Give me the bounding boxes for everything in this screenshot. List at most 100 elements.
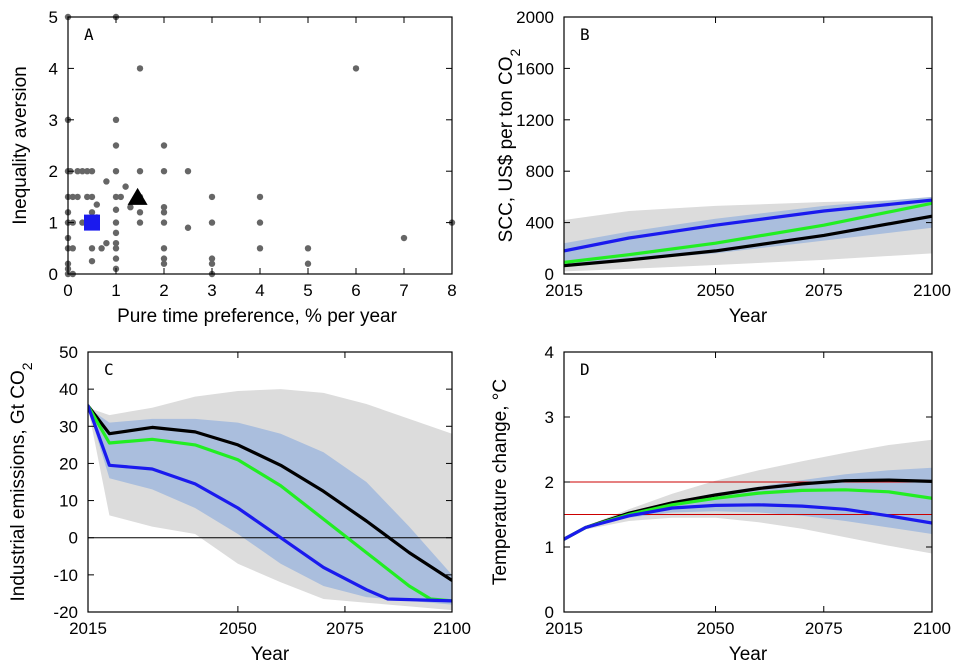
data-point bbox=[84, 193, 91, 201]
data-point bbox=[112, 219, 120, 226]
data-point bbox=[69, 245, 77, 252]
x-axis-label: Year bbox=[729, 644, 768, 665]
x-tick-label: 2015 bbox=[69, 619, 107, 638]
data-point bbox=[88, 245, 96, 252]
data-point bbox=[69, 193, 77, 201]
data-point bbox=[88, 257, 96, 265]
y-axis-label: SCC, US$ per ton CO2 bbox=[496, 48, 523, 242]
data-point bbox=[208, 260, 216, 267]
y-tick-label: 4 bbox=[49, 59, 58, 78]
data-point bbox=[122, 183, 129, 190]
y-tick-label: 2 bbox=[545, 473, 554, 492]
series-line-black bbox=[88, 404, 452, 583]
x-tick-label: 7 bbox=[399, 281, 408, 300]
data-point bbox=[117, 193, 125, 201]
x-tick-label: 2 bbox=[159, 281, 168, 300]
data-point bbox=[112, 193, 120, 201]
x-tick-label: 2050 bbox=[697, 281, 735, 300]
data-point bbox=[160, 209, 168, 216]
y-tick-label: 0 bbox=[545, 265, 554, 284]
plot-area bbox=[564, 196, 932, 272]
x-tick-label: 1 bbox=[111, 281, 120, 300]
data-point bbox=[136, 65, 144, 72]
data-point bbox=[136, 168, 144, 175]
y-tick-label: 3 bbox=[49, 111, 58, 130]
x-axis-label: Year bbox=[729, 306, 768, 327]
x-tick-label: 2075 bbox=[805, 281, 843, 300]
data-point bbox=[160, 245, 168, 252]
data-point bbox=[160, 203, 168, 211]
x-tick-label: 0 bbox=[63, 281, 72, 300]
panel-label: C bbox=[104, 360, 114, 379]
data-point bbox=[103, 178, 110, 185]
y-tick-label: 1600 bbox=[516, 59, 554, 78]
plot-area bbox=[564, 439, 932, 554]
x-tick-label: 8 bbox=[447, 281, 456, 300]
y-tick-label: 0 bbox=[545, 603, 554, 622]
data-point bbox=[112, 239, 120, 247]
x-axis-label: Year bbox=[251, 644, 290, 665]
square-marker bbox=[84, 214, 100, 231]
data-point bbox=[160, 168, 168, 175]
x-tick-label: 6 bbox=[351, 281, 360, 300]
data-point bbox=[184, 224, 192, 231]
data-point bbox=[160, 142, 168, 149]
data-point bbox=[74, 193, 81, 201]
data-point bbox=[112, 245, 120, 252]
y-tick-label: 0 bbox=[49, 265, 58, 284]
x-tick-label: 4 bbox=[255, 281, 264, 300]
y-tick-label: 4 bbox=[545, 343, 554, 362]
series-line-black bbox=[564, 214, 932, 268]
data-point bbox=[136, 219, 144, 226]
panel-b: 2015 2050 2075 2100 0 400 800 1200 1600 2000 B Year… bbox=[496, 8, 951, 327]
y-tick-label: 1 bbox=[49, 214, 58, 233]
panel-a: 0 1 2 3 4 5 6 7 8 0 1 2 3 4 5 A Pure time preference, % … bbox=[10, 8, 457, 327]
y-tick-label: 0 bbox=[69, 529, 78, 548]
data-point bbox=[256, 219, 264, 226]
panel-label: D bbox=[580, 360, 590, 379]
y-tick-label: 10 bbox=[59, 492, 78, 511]
y-axis-label: Inequality aversion bbox=[10, 66, 31, 224]
series-line-blue bbox=[564, 503, 932, 541]
data-point bbox=[112, 206, 120, 213]
data-point bbox=[304, 260, 312, 267]
y-tick-label: 30 bbox=[59, 417, 78, 436]
x-tick-label: 2100 bbox=[433, 619, 471, 638]
data-point bbox=[88, 168, 96, 175]
panel-d: 2015 2050 2075 2100 0 1 2 3 4 D Year Temperature ch… bbox=[490, 343, 951, 665]
data-point bbox=[160, 255, 168, 262]
uncertainty-band-blue bbox=[88, 407, 452, 605]
data-point bbox=[208, 255, 216, 262]
data-point bbox=[98, 245, 105, 252]
data-point bbox=[79, 168, 86, 175]
y-tick-label: 3 bbox=[545, 408, 554, 427]
plot-frame bbox=[563, 16, 933, 275]
plot-frame bbox=[87, 351, 453, 613]
x-tick-label: 2100 bbox=[913, 281, 951, 300]
y-tick-label: -10 bbox=[53, 566, 78, 585]
data-point bbox=[112, 168, 120, 175]
y-tick-label: 50 bbox=[59, 343, 78, 362]
data-point bbox=[88, 193, 96, 201]
x-tick-label: 2015 bbox=[545, 281, 583, 300]
x-tick-label: 2015 bbox=[545, 619, 583, 638]
panel-c: 2015 2050 2075 2100 -20 -10 0 10 20 30 40 50 C Year In… bbox=[8, 343, 471, 665]
y-axis-label: Temperature change, °C bbox=[490, 379, 511, 585]
panel-label: B bbox=[580, 25, 590, 44]
x-tick-label: 5 bbox=[303, 281, 312, 300]
data-point bbox=[160, 260, 168, 267]
x-tick-label: 3 bbox=[207, 281, 216, 300]
plot-area bbox=[88, 389, 452, 611]
x-tick-label: 2075 bbox=[805, 619, 843, 638]
data-point bbox=[103, 239, 110, 247]
data-point bbox=[112, 255, 120, 262]
plot-frame bbox=[67, 16, 453, 275]
data-point bbox=[184, 168, 192, 175]
data-point bbox=[88, 209, 96, 216]
x-tick-label: 2050 bbox=[219, 619, 257, 638]
data-point bbox=[208, 219, 216, 226]
y-tick-label: 1 bbox=[545, 538, 554, 557]
y-tick-label: 40 bbox=[59, 380, 78, 399]
data-point bbox=[74, 168, 81, 175]
